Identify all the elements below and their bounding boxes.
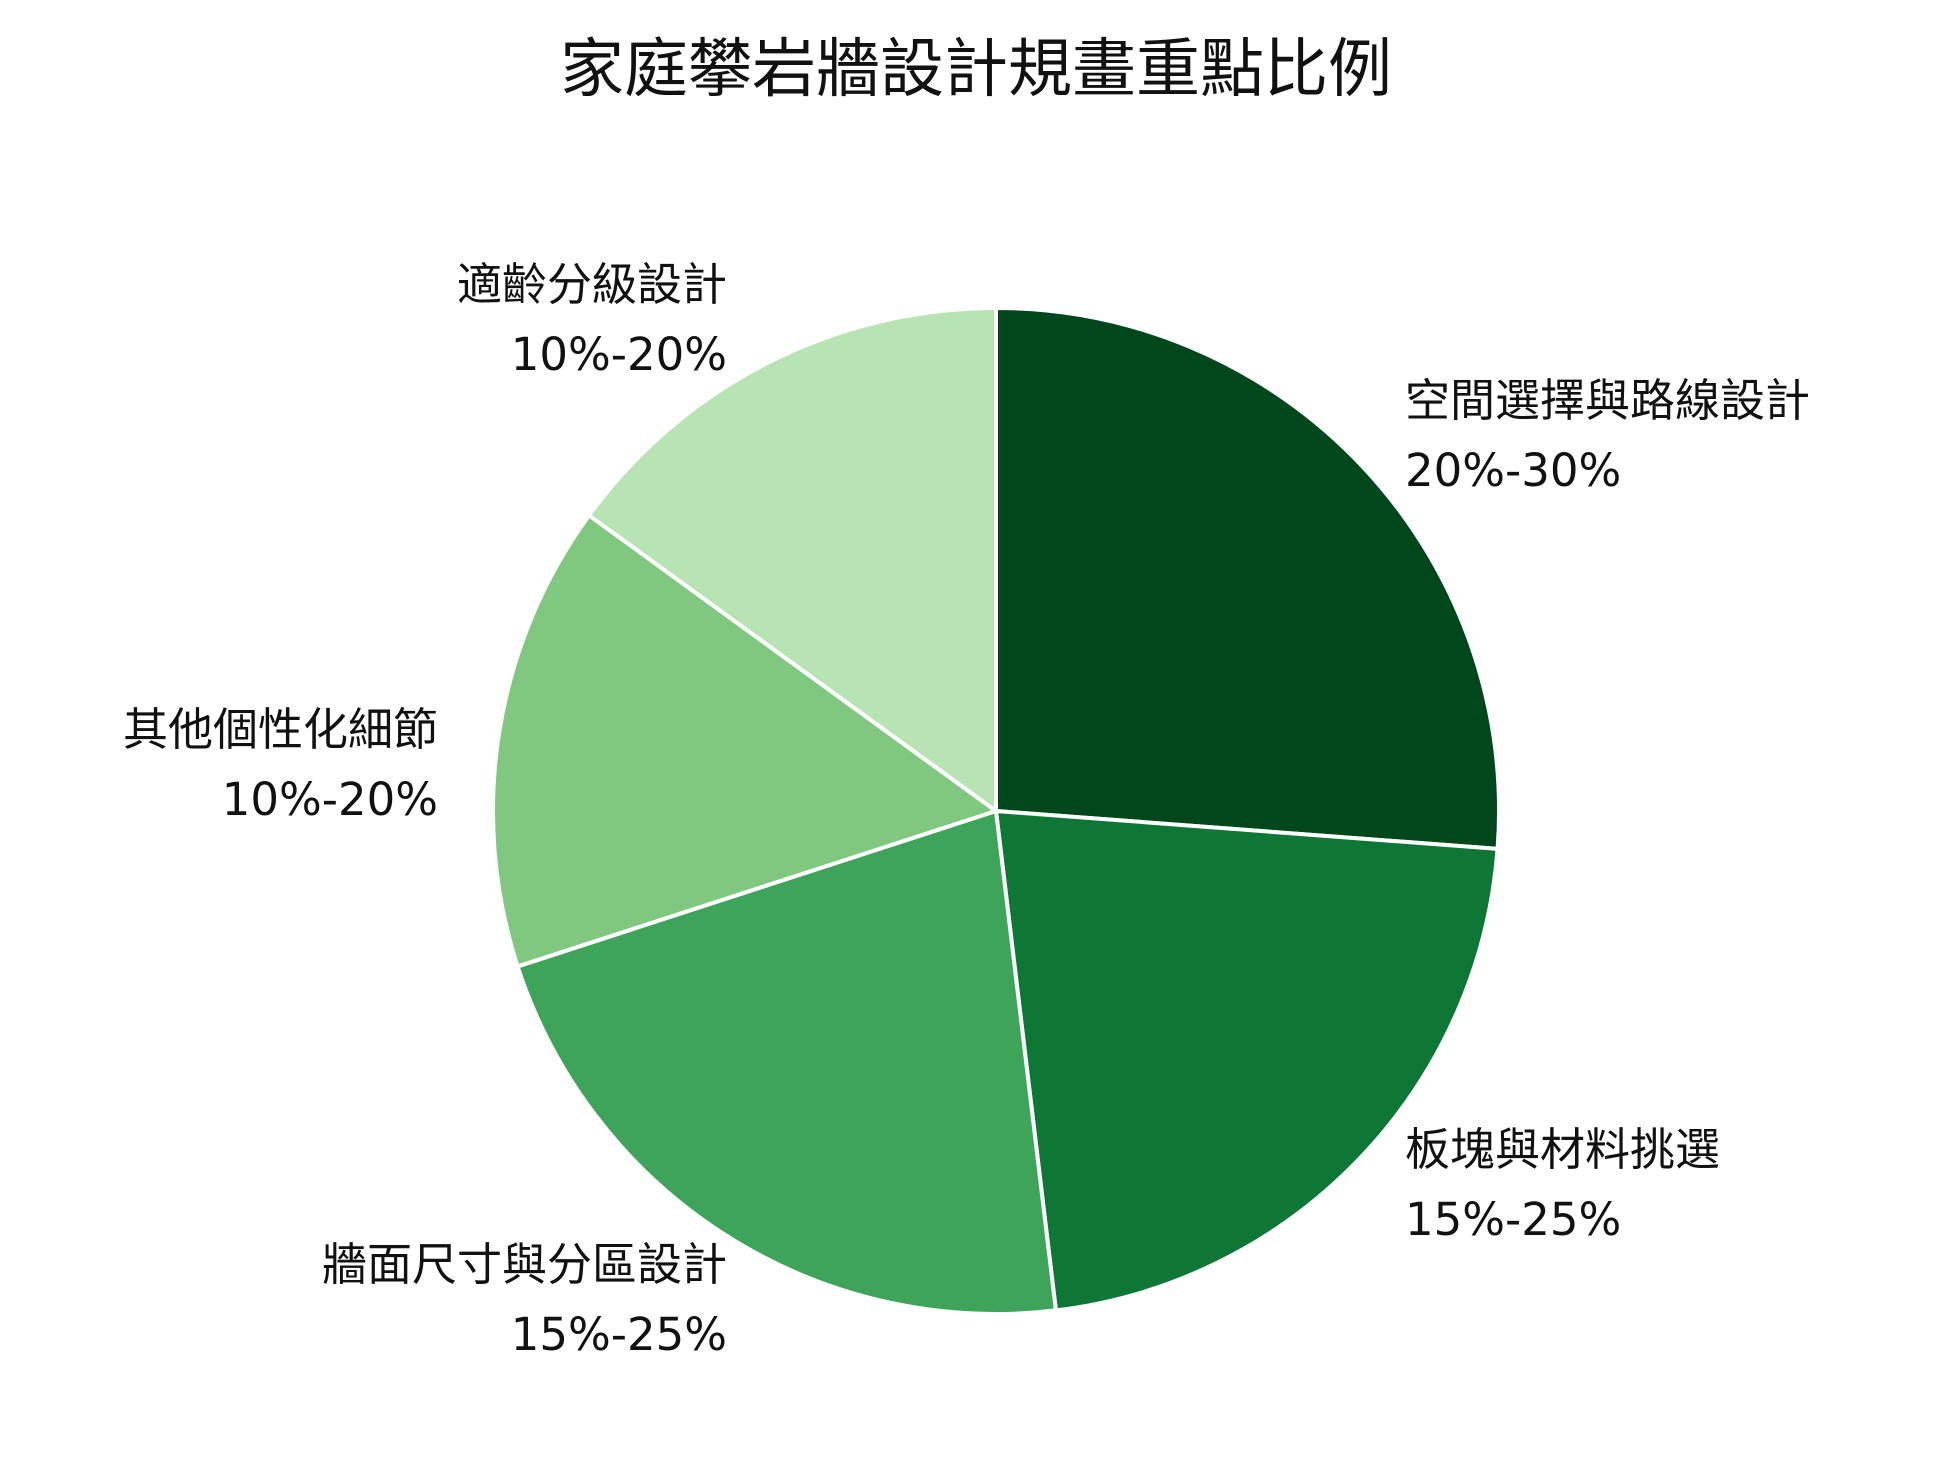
pie-slice-4 [491, 513, 998, 969]
slice-label-name-3: 牆面尺寸與分區設計 [322, 1238, 727, 1291]
slice-label-name-5: 適齡分級設計 [457, 258, 727, 311]
pie-slice-5 [587, 306, 998, 813]
pie-slice-2 [994, 809, 1500, 1313]
pie-slice-1 [994, 306, 1501, 851]
chart-title: 家庭攀岩牆設計規畫重點比例 [560, 33, 1392, 107]
slice-label-range-4: 10%-20% [222, 773, 438, 826]
slice-label-name-2: 板塊與材料挑選 [1405, 1123, 1720, 1176]
slice-label-name-1: 空間選擇與路線設計 [1405, 374, 1810, 427]
slice-label-range-3: 15%-25% [511, 1308, 727, 1361]
slice-label-range-2: 15%-25% [1405, 1193, 1621, 1246]
pie-slice-3 [515, 809, 1058, 1316]
pie-labels: 空間選擇與路線設計 20%-30% 板塊與材料挑選 15%-25% 牆面尺寸與分區設計 1… [123, 258, 1810, 1361]
pie-slices [491, 306, 1501, 1316]
slice-label-range-5: 10%-20% [511, 328, 727, 381]
slice-label-name-4: 其他個性化細節 [123, 703, 438, 756]
slice-label-range-1: 20%-30% [1405, 444, 1621, 497]
